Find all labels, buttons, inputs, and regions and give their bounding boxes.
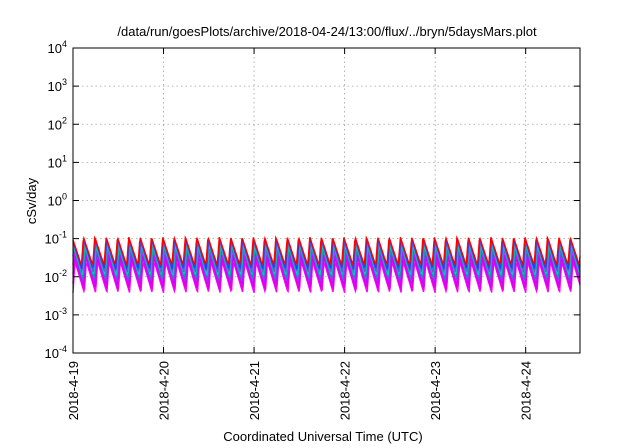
- x-tick-label: 2018-4-21: [247, 361, 262, 420]
- y-tick-label: 100: [48, 192, 67, 209]
- y-tick-label: 10-4: [45, 344, 67, 361]
- chart-title: /data/run/goesPlots/archive/2018-04-24/1…: [117, 24, 537, 39]
- y-tick-label: 103: [48, 77, 67, 94]
- y-tick-label: 104: [48, 39, 67, 56]
- x-tick-label: 2018-4-19: [66, 361, 81, 420]
- series-line: [72, 259, 581, 294]
- series-group: [72, 235, 581, 294]
- y-tick-labels: 10-4 10-3 10-2 10-1 100 101 102 103 104: [45, 39, 67, 361]
- x-tick-label: 2018-4-24: [519, 361, 534, 420]
- series-line: [72, 235, 581, 267]
- y-tick-label: 10-1: [45, 230, 67, 247]
- y-tick-label: 10-3: [45, 306, 67, 323]
- y-tick-label: 10-2: [45, 268, 67, 285]
- ticks: [72, 47, 580, 354]
- x-tick-label: 2018-4-23: [428, 361, 443, 420]
- y-tick-label: 101: [48, 153, 67, 170]
- y-tick-label: 102: [48, 115, 67, 132]
- x-tick-labels: 2018-4-19 2018-4-20 2018-4-21 2018-4-22 2018…: [66, 361, 534, 420]
- x-tick-label: 2018-4-20: [157, 361, 172, 420]
- x-tick-label: 2018-4-22: [338, 361, 353, 420]
- x-axis-title: Coordinated Universal Time (UTC): [223, 429, 422, 444]
- y-axis-title: cSv/day: [24, 177, 39, 224]
- grid: [73, 48, 580, 353]
